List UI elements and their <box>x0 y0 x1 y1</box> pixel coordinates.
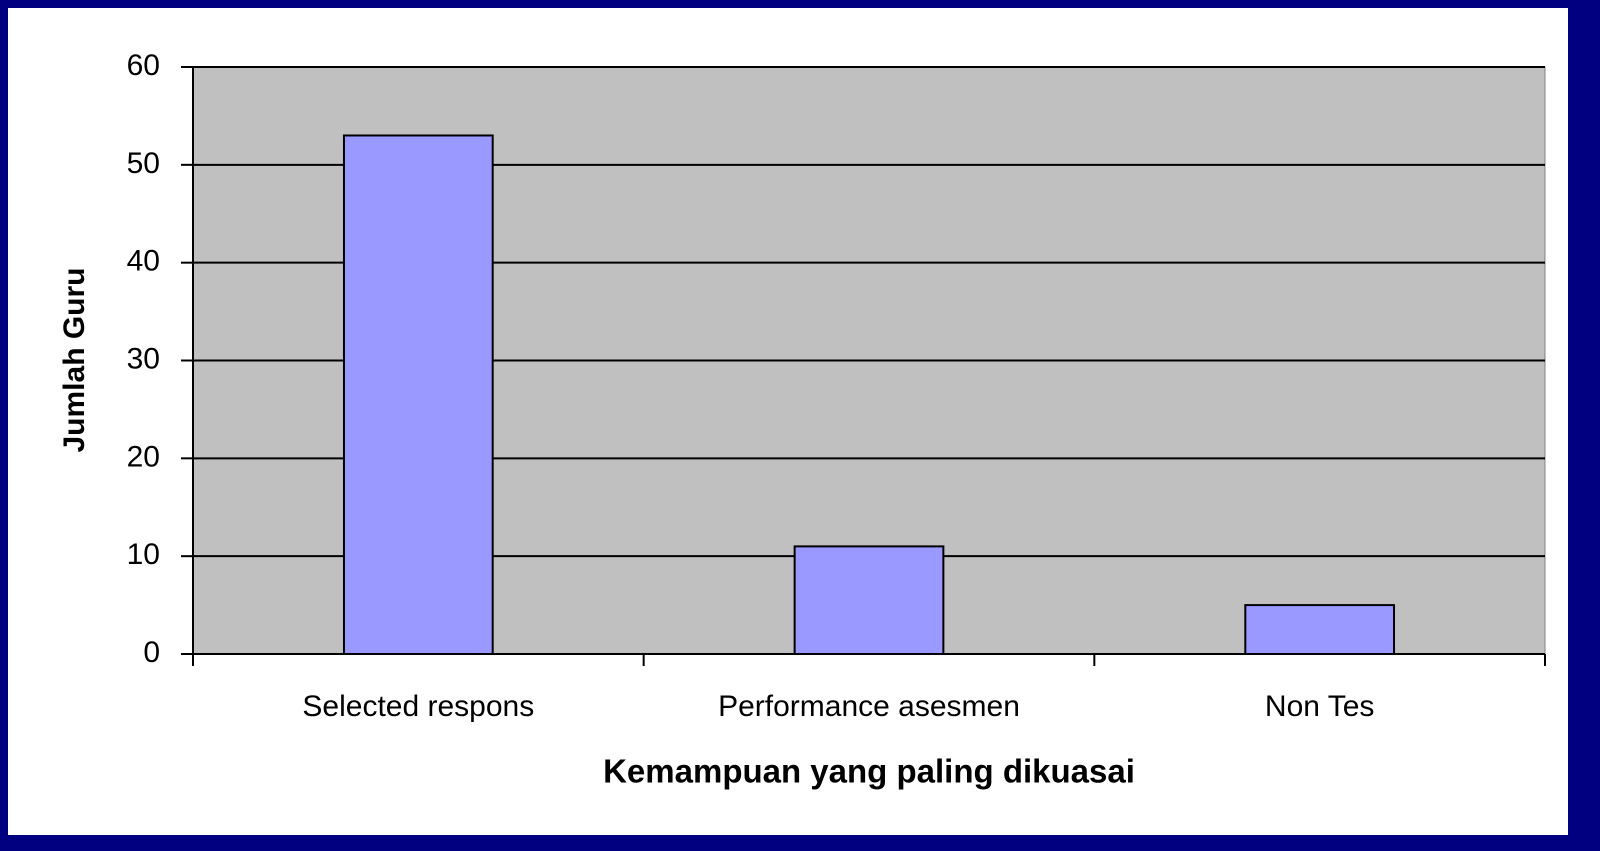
x-tick-label: Performance asesmen <box>718 690 1020 723</box>
y-tick-label: 40 <box>127 245 160 278</box>
x-axis-title: Kemampuan yang paling dikuasai <box>603 753 1135 790</box>
y-tick-label: 30 <box>127 342 160 375</box>
x-tick-label: Selected respons <box>302 690 534 723</box>
bar <box>793 545 945 656</box>
y-tick-label: 0 <box>143 636 160 669</box>
y-axis-title: Jumlah Guru <box>58 267 91 452</box>
x-tick-label: Non Tes <box>1265 690 1375 723</box>
bar <box>1244 604 1396 655</box>
y-tick-label: 50 <box>127 147 160 180</box>
y-tick-label: 10 <box>127 538 160 571</box>
y-tick-label: 20 <box>127 440 160 473</box>
y-tick-label: 60 <box>127 49 160 82</box>
bar <box>342 134 494 655</box>
